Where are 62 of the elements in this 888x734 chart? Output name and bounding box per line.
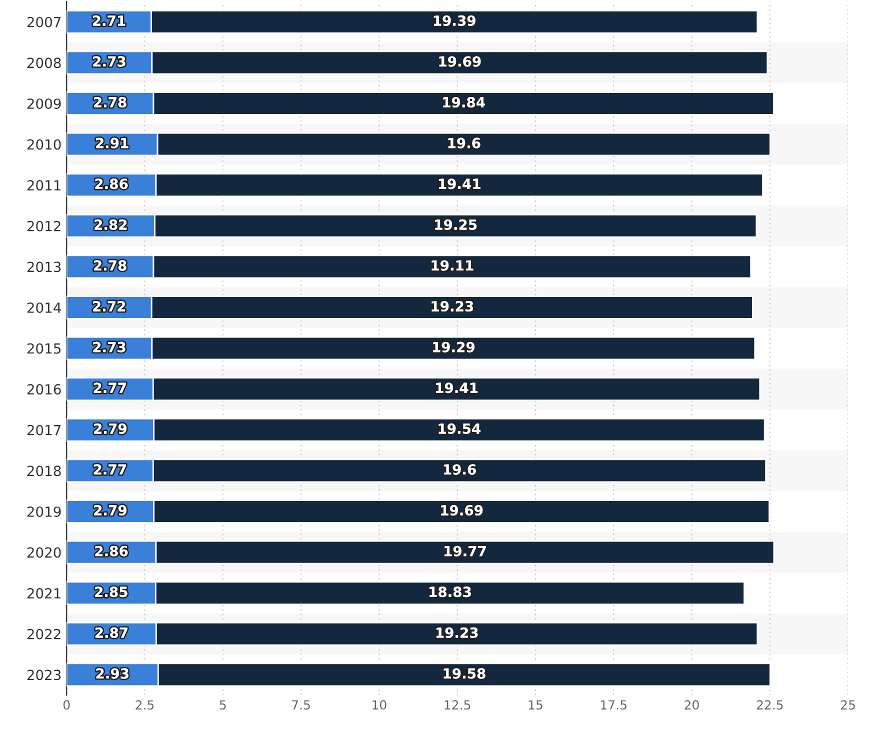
- data-label: 19.6: [444, 464, 476, 475]
- y-tick-label: 2015: [27, 343, 61, 354]
- x-tick-label: 7.5: [292, 700, 310, 710]
- x-tick-label: 10: [372, 700, 386, 710]
- x-tick-label: 22.5: [756, 700, 783, 710]
- y-tick-label: 2008: [27, 58, 61, 68]
- x-tick-label: 0: [63, 700, 70, 710]
- data-label: 2.73: [93, 342, 126, 352]
- y-tick-label: 2023: [27, 670, 61, 680]
- data-label: 2.79: [94, 423, 126, 434]
- data-label: 19.41: [438, 178, 480, 190]
- x-tick-label: 15: [528, 700, 542, 710]
- data-label: 19.6: [448, 138, 480, 148]
- data-label: 19.39: [434, 15, 476, 26]
- data-label: 2.78: [94, 96, 126, 108]
- y-tick-label: 2017: [27, 424, 61, 436]
- y-tick-label: 2011: [27, 180, 60, 191]
- x-tick-label: 20: [684, 700, 699, 710]
- data-label: 19.29: [433, 342, 474, 352]
- data-label: 2.91: [96, 138, 128, 148]
- data-label: 2.86: [95, 178, 128, 190]
- data-label: 19.23: [436, 627, 478, 638]
- data-label: 2.71: [92, 15, 126, 26]
- x-tick-label: 25: [841, 700, 855, 710]
- data-label: 19.77: [444, 546, 486, 556]
- data-label: 2.77: [94, 382, 126, 393]
- y-tick-label: 2007: [27, 16, 61, 28]
- y-tick-label: 2021: [27, 588, 60, 599]
- y-tick-label: 2019: [27, 506, 61, 517]
- data-label: 2.87: [95, 627, 128, 638]
- x-tick-label: 2.5: [136, 700, 154, 710]
- data-label: 19.58: [444, 668, 486, 679]
- y-tick-label: 2010: [27, 139, 61, 150]
- data-label: 2.78: [94, 260, 126, 271]
- data-label: 19.54: [438, 423, 481, 434]
- data-label: 2.73: [93, 56, 126, 67]
- y-tick-label: 2020: [27, 547, 61, 558]
- data-label: 2.85: [95, 586, 128, 598]
- y-tick-label: 2014: [27, 302, 61, 313]
- data-label: 19.11: [432, 260, 474, 271]
- data-label: 2.93: [96, 668, 128, 679]
- y-tick-label: 2022: [27, 628, 60, 640]
- data-label: 2.86: [95, 546, 128, 556]
- y-tick-label: 2009: [27, 98, 61, 109]
- data-label: 19.69: [439, 56, 481, 67]
- y-tick-label: 2013: [27, 262, 61, 272]
- data-label: 19.69: [441, 505, 483, 516]
- data-label: 19.41: [436, 382, 478, 394]
- data-label: 2.79: [94, 505, 126, 516]
- data-label: 2.82: [94, 219, 127, 230]
- data-label: 18.83: [430, 586, 471, 598]
- x-tick-label: 12.5: [444, 700, 470, 710]
- data-label: 2.72: [93, 301, 126, 312]
- data-label: 19.23: [432, 301, 474, 312]
- y-tick-label: 2016: [27, 384, 61, 395]
- data-label: 19.84: [443, 96, 485, 108]
- data-label: 19.25: [435, 219, 477, 230]
- y-tick-label: 2018: [27, 466, 61, 476]
- x-tick-label: 17.5: [601, 700, 626, 710]
- x-tick-label: 5: [220, 700, 226, 710]
- data-label: 2.77: [94, 464, 126, 475]
- y-tick-label: 2012: [27, 220, 60, 232]
